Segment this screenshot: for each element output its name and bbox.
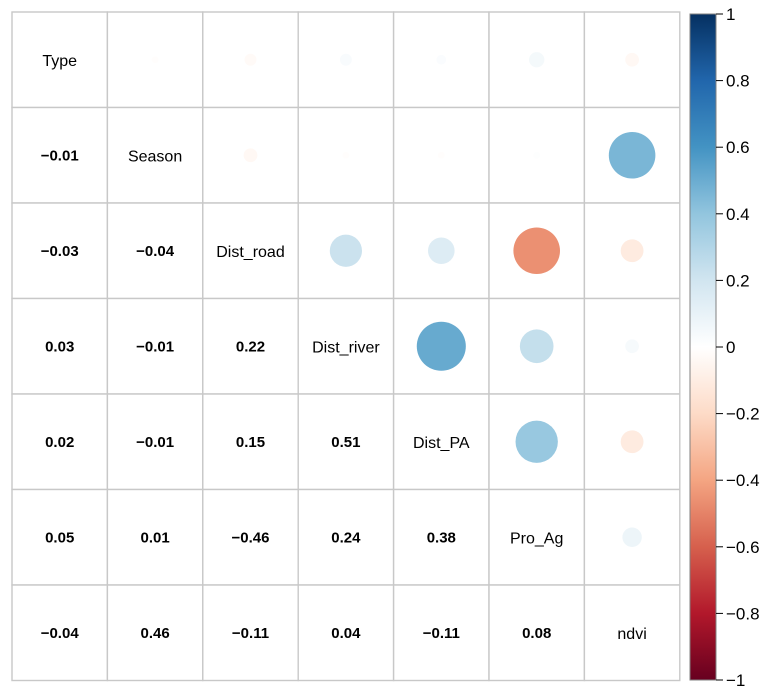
- grid-cell: [11, 297, 109, 395]
- colorbar-tick-label: −0.6: [726, 538, 760, 557]
- variable-label: ndvi: [617, 626, 646, 643]
- correlation-value: −0.11: [232, 625, 269, 642]
- correlation-value: 0.22: [236, 338, 265, 355]
- correlation-circle: [436, 54, 447, 65]
- colorbar-tick-label: 0.4: [726, 205, 750, 224]
- grid-cell: [11, 11, 109, 109]
- correlation-value: −0.01: [136, 434, 174, 451]
- correlation-circle: [608, 131, 656, 179]
- correlation-value: 0.15: [236, 434, 265, 451]
- correlation-circle: [427, 237, 455, 265]
- grid-cell: [297, 584, 395, 682]
- correlation-value: 0.05: [45, 529, 74, 546]
- grid-cell: [106, 202, 204, 300]
- grid-cell: [392, 488, 490, 586]
- correlation-value: −0.01: [136, 338, 174, 355]
- correlation-circle: [519, 329, 554, 364]
- correlation-value: 0.04: [331, 625, 361, 642]
- variable-label: Dist_river: [312, 339, 380, 356]
- correlation-value: −0.01: [41, 147, 79, 164]
- correlation-value: −0.04: [136, 243, 175, 260]
- correlation-value: 0.38: [427, 529, 456, 546]
- colorbar-tick-label: 1: [726, 5, 735, 24]
- colorbar-tick-label: 0.6: [726, 138, 750, 157]
- correlation-circle: [437, 151, 445, 159]
- variable-label: Dist_road: [216, 244, 284, 261]
- correlation-circle: [416, 321, 466, 371]
- correlation-circle: [243, 148, 258, 163]
- grid-cell: [202, 584, 299, 682]
- correlation-value: 0.08: [522, 625, 551, 642]
- colorbar-tick-label: 0.2: [726, 271, 750, 290]
- colorbar-tick-label: −0.2: [726, 405, 760, 424]
- variable-label: Dist_PA: [413, 435, 470, 452]
- colorbar-gradient: [689, 13, 717, 681]
- grid-cell: [11, 393, 109, 491]
- correlation-value: −0.04: [41, 625, 80, 642]
- correlation-circle: [533, 151, 541, 159]
- correlation-circle: [244, 53, 257, 66]
- grid-cell: [583, 584, 681, 682]
- correlation-value: 0.01: [140, 529, 169, 546]
- correlation-value: 0.02: [45, 434, 74, 451]
- correlation-value: −0.11: [423, 625, 460, 642]
- correlation-circle: [622, 527, 642, 547]
- grid-cell: [297, 488, 395, 586]
- grid-cell: [106, 488, 204, 586]
- grid-cell: [488, 584, 586, 682]
- correlation-circle: [513, 227, 560, 275]
- variable-label: Pro_Ag: [510, 530, 563, 547]
- colorbar-tick-label: −0.4: [726, 471, 760, 490]
- grid-cell: [11, 106, 109, 204]
- matrix-marks: Type Season Dist_road Dist_river Dist_PA Pro_…: [41, 52, 656, 643]
- correlation-value: 0.51: [331, 434, 360, 451]
- correlation-circle: [339, 53, 352, 66]
- colorbar-tick-label: −1: [726, 671, 745, 688]
- correlation-value: 0.03: [45, 338, 74, 355]
- colorbar-tick-label: 0.8: [726, 72, 750, 91]
- grid-cell: [11, 488, 109, 586]
- grid-cell: [297, 297, 395, 395]
- colorbar-ticks: 1 0.8 0.6 0.4 0.2 0 −0.2 −0.4 −0.6 −0.8 −1: [716, 5, 760, 688]
- correlation-circle: [625, 52, 639, 67]
- variable-label: Type: [42, 53, 77, 70]
- correlation-circle: [625, 339, 639, 354]
- grid-cell: [202, 202, 299, 300]
- correlation-value: 0.46: [140, 625, 169, 642]
- correlation-circle: [329, 234, 363, 267]
- grid-cell: [11, 584, 109, 682]
- grid-cell: [392, 584, 490, 682]
- matrix-grid: [11, 11, 681, 682]
- colorbar-tick-label: 0: [726, 338, 735, 357]
- correlation-circle: [620, 430, 644, 454]
- variable-label: Season: [128, 148, 182, 165]
- colorbar: 1 0.8 0.6 0.4 0.2 0 −0.2 −0.4 −0.6 −0.8 −1: [689, 5, 760, 688]
- correlation-value: 0.24: [331, 529, 361, 546]
- correlation-circle: [151, 56, 159, 64]
- correlation-circle: [515, 420, 558, 463]
- correlation-circle: [620, 239, 644, 263]
- colorbar-tick-label: −0.8: [726, 604, 760, 623]
- grid-cell: [202, 393, 299, 491]
- grid-cell: [106, 297, 204, 395]
- correlation-circle: [529, 52, 545, 68]
- grid-cell: [583, 106, 681, 204]
- correlation-circle: [342, 151, 350, 159]
- correlation-value: −0.03: [41, 243, 79, 260]
- grid-cell: [202, 488, 299, 586]
- correlation-value: −0.46: [232, 529, 270, 546]
